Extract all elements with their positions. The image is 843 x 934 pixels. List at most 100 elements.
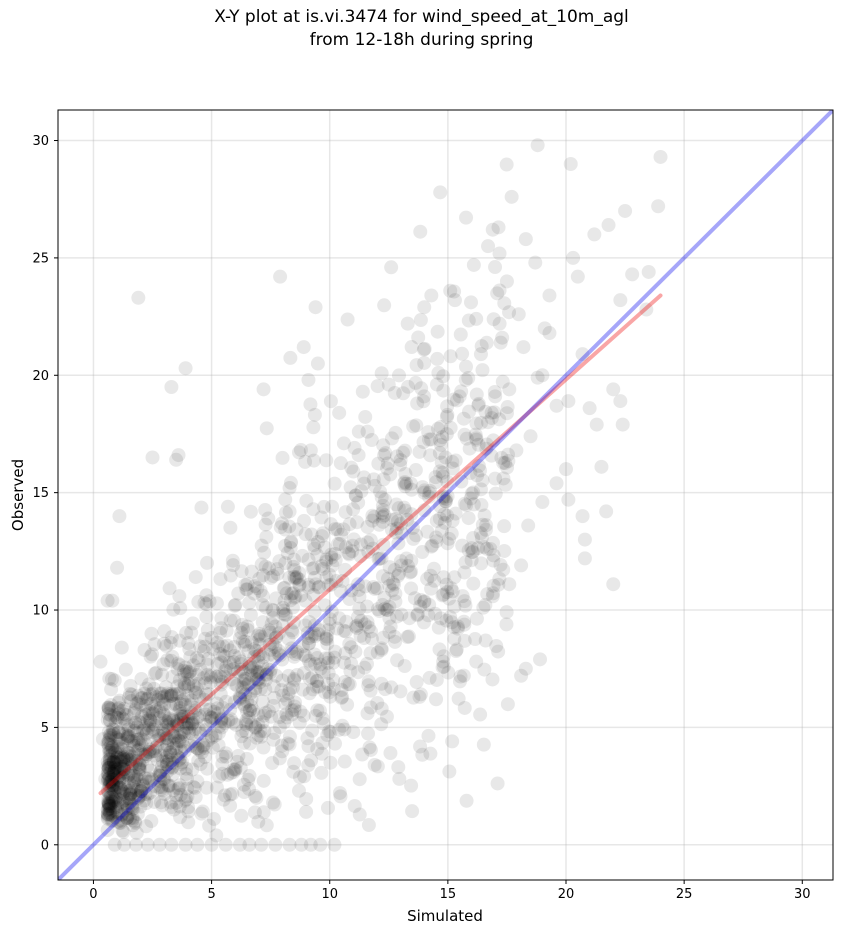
scatter-point	[376, 438, 391, 453]
scatter-point	[173, 707, 188, 722]
scatter-point	[278, 538, 293, 553]
scatter-point	[125, 756, 140, 771]
scatter-point	[108, 794, 123, 809]
scatter-point	[256, 773, 271, 788]
scatter-point	[227, 598, 242, 613]
scatter-point	[275, 450, 290, 465]
x-tick-label: 25	[676, 887, 693, 902]
scatter-point	[311, 679, 326, 694]
scatter-point	[108, 757, 123, 772]
scatter-point	[324, 604, 339, 619]
scatter-point	[214, 712, 229, 727]
scatter-point	[400, 316, 415, 331]
scatter-point	[100, 802, 115, 817]
scatter-point	[466, 257, 481, 272]
scatter-point	[199, 597, 214, 612]
scatter-point	[396, 386, 411, 401]
scatter-point	[417, 594, 432, 609]
scatter-point	[247, 579, 262, 594]
scatter-point	[421, 728, 436, 743]
scatter-point	[187, 700, 202, 715]
scatter-point	[280, 693, 295, 708]
scatter-point	[313, 657, 328, 672]
scatter-point	[167, 802, 182, 817]
scatter-point	[161, 779, 176, 794]
scatter-point	[497, 296, 512, 311]
scatter-point	[165, 669, 180, 684]
scatter-point	[561, 492, 576, 507]
scatter-point	[243, 607, 258, 622]
scatter-point	[404, 553, 419, 568]
scatter-point	[187, 734, 202, 749]
scatter-point	[372, 517, 387, 532]
scatter-point	[307, 541, 322, 556]
scatter-point	[207, 704, 222, 719]
scatter-point	[360, 535, 375, 550]
scatter-point	[257, 724, 272, 739]
scatter-point	[319, 631, 334, 646]
scatter-point	[115, 770, 130, 785]
scatter-point	[462, 441, 477, 456]
scatter-point	[310, 741, 325, 756]
scatter-point	[228, 597, 243, 612]
scatter-point	[143, 763, 158, 778]
scatter-point	[299, 493, 314, 508]
scatter-point	[458, 359, 473, 374]
scatter-point	[124, 693, 139, 708]
scatter-point	[101, 772, 116, 787]
scatter-point	[272, 751, 287, 766]
scatter-point	[249, 643, 264, 658]
scatter-point	[237, 637, 252, 652]
scatter-point	[106, 778, 121, 793]
scatter-point	[127, 772, 142, 787]
scatter-point	[484, 411, 499, 426]
scatter-point	[130, 772, 145, 787]
scatter-point	[266, 603, 281, 618]
scatter-point	[136, 733, 151, 748]
scatter-point	[138, 786, 153, 801]
scatter-point	[357, 470, 372, 485]
scatter-point	[474, 415, 489, 430]
scatter-point	[122, 729, 137, 744]
scatter-point	[101, 760, 116, 775]
scatter-point	[206, 811, 221, 826]
scatter-point	[185, 762, 200, 777]
scatter-point	[323, 612, 338, 627]
scatter-point	[113, 815, 128, 830]
scatter-point	[486, 548, 501, 563]
scatter-point	[264, 570, 279, 585]
scatter-point	[542, 326, 557, 341]
scatter-point	[121, 690, 136, 705]
scatter-point	[286, 552, 301, 567]
scatter-point	[424, 288, 439, 303]
scatter-point	[357, 476, 372, 491]
scatter-point	[326, 655, 341, 670]
scatter-point	[280, 546, 295, 561]
scatter-point	[273, 520, 288, 535]
scatter-point	[301, 653, 316, 668]
scatter-point	[298, 454, 313, 469]
scatter-point	[131, 695, 146, 710]
scatter-point	[117, 786, 132, 801]
scatter-point	[129, 783, 144, 798]
scatter-point	[122, 791, 137, 806]
scatter-point	[142, 742, 157, 757]
scatter-point	[471, 398, 486, 413]
scatter-point	[132, 762, 147, 777]
scatter-point	[240, 694, 255, 709]
scatter-point	[116, 749, 131, 764]
scatter-point	[173, 730, 188, 745]
scatter-point	[363, 646, 378, 661]
scatter-point	[416, 615, 431, 630]
scatter-point	[321, 724, 336, 739]
scatter-point	[125, 810, 140, 825]
scatter-point	[109, 777, 124, 792]
scatter-point	[285, 625, 300, 640]
scatter-point	[308, 629, 323, 644]
scatter-point	[222, 643, 237, 658]
scatter-point	[284, 703, 299, 718]
scatter-point	[317, 540, 332, 555]
scatter-point	[247, 660, 262, 675]
scatter-point	[170, 714, 185, 729]
scatter-point	[455, 589, 470, 604]
